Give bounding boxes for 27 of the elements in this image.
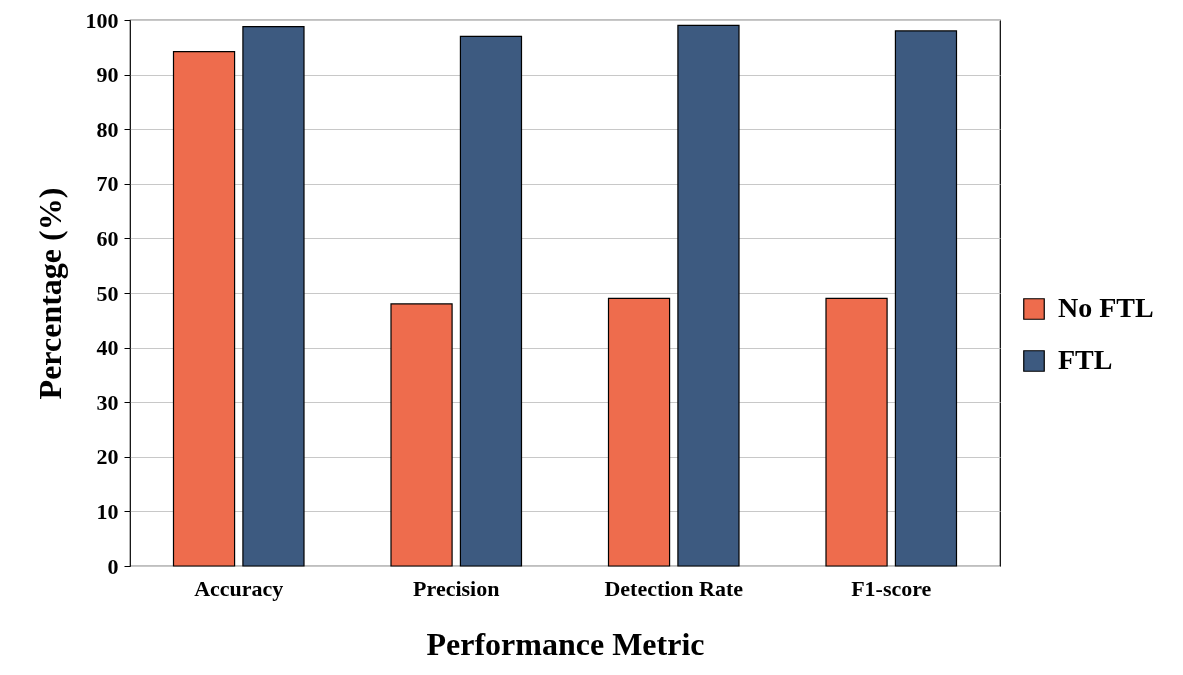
x-tick-label: F1-score (851, 575, 932, 601)
y-tick-label: 60 (96, 225, 119, 251)
y-tick-label: 50 (96, 280, 119, 306)
x-tick-label: Detection Rate (604, 575, 744, 601)
x-tick-label: Precision (413, 575, 500, 601)
legend-label: FTL (1058, 344, 1113, 375)
y-tick-label: 100 (85, 7, 119, 33)
y-tick-label: 20 (96, 444, 119, 470)
y-axis-title: Percentage (%) (31, 187, 68, 400)
bar (607, 297, 671, 567)
bar (894, 30, 958, 567)
x-tick-label: Accuracy (194, 575, 284, 601)
bar (825, 297, 888, 567)
bar (242, 25, 305, 567)
y-tick-label: 30 (96, 389, 119, 415)
y-tick-label: 40 (96, 335, 119, 361)
y-tick-label: 80 (96, 116, 119, 142)
y-tick-label: 90 (96, 62, 119, 88)
y-tick-label: 0 (107, 553, 119, 579)
x-axis-title: Performance Metric (426, 625, 705, 662)
legend-label: No FTL (1058, 292, 1154, 323)
bar (390, 303, 453, 567)
bar (172, 51, 236, 567)
bar (459, 35, 523, 567)
y-tick-label: 70 (96, 171, 119, 197)
y-tick-label: 10 (96, 498, 119, 524)
bar (677, 24, 740, 567)
